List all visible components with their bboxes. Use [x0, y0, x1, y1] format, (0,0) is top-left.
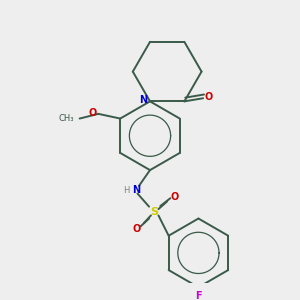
Text: O: O — [205, 92, 213, 102]
Text: S: S — [151, 207, 159, 217]
Text: H: H — [123, 186, 129, 195]
Text: O: O — [88, 108, 97, 118]
Text: N: N — [139, 95, 147, 105]
Text: N: N — [132, 185, 140, 195]
Text: F: F — [195, 291, 202, 300]
Text: O: O — [132, 224, 141, 235]
Text: O: O — [171, 192, 179, 202]
Text: CH₃: CH₃ — [58, 114, 74, 123]
